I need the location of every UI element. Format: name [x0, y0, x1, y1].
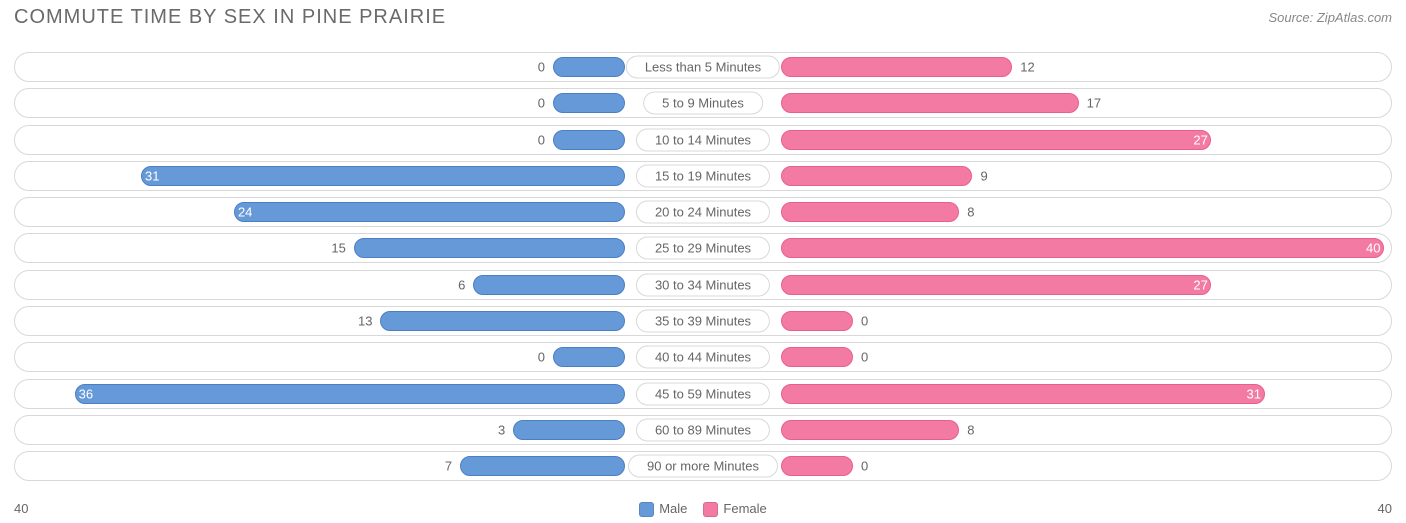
axis-left-max: 40 — [14, 501, 28, 516]
female-bar — [781, 130, 1211, 150]
legend: Male Female — [639, 501, 767, 517]
female-bar — [781, 420, 959, 440]
chart-row: 25 to 29 Minutes 15 40 — [14, 233, 1392, 263]
male-value: 7 — [445, 459, 452, 474]
female-bar — [781, 202, 959, 222]
row-category-label: 10 to 14 Minutes — [636, 128, 770, 151]
row-category-label: Less than 5 Minutes — [626, 56, 780, 79]
chart-row: 20 to 24 Minutes 24 8 — [14, 197, 1392, 227]
male-value: 0 — [538, 132, 545, 147]
female-bar — [781, 166, 972, 186]
legend-item: Male — [639, 501, 687, 517]
male-value: 13 — [358, 314, 372, 329]
chart-row: 45 to 59 Minutes 36 31 — [14, 379, 1392, 409]
female-bar — [781, 57, 1012, 77]
legend-item: Female — [703, 501, 766, 517]
chart-title: COMMUTE TIME BY SEX IN PINE PRAIRIE — [14, 6, 446, 29]
row-category-label: 30 to 34 Minutes — [636, 273, 770, 296]
legend-swatch — [703, 502, 718, 517]
row-category-label: 60 to 89 Minutes — [636, 418, 770, 441]
female-value: 8 — [967, 422, 974, 437]
male-bar — [234, 202, 625, 222]
male-value: 31 — [145, 168, 159, 183]
male-value: 0 — [538, 60, 545, 75]
chart-source: Source: ZipAtlas.com — [1268, 6, 1392, 25]
female-value: 0 — [861, 314, 868, 329]
chart-row: 5 to 9 Minutes 0 17 — [14, 88, 1392, 118]
chart-row: 10 to 14 Minutes 0 27 — [14, 125, 1392, 155]
row-category-label: 20 to 24 Minutes — [636, 201, 770, 224]
row-category-label: 25 to 29 Minutes — [636, 237, 770, 260]
male-bar — [473, 275, 625, 295]
male-bar — [354, 238, 625, 258]
male-bar — [75, 384, 625, 404]
chart-row: 90 or more Minutes 7 0 — [14, 451, 1392, 481]
female-value: 40 — [1366, 241, 1380, 256]
chart-row: 60 to 89 Minutes 3 8 — [14, 415, 1392, 445]
chart-row: 35 to 39 Minutes 13 0 — [14, 306, 1392, 336]
male-bar — [553, 57, 625, 77]
female-value: 8 — [967, 205, 974, 220]
chart-row: Less than 5 Minutes 0 12 — [14, 52, 1392, 82]
axis-right-max: 40 — [1378, 501, 1392, 516]
row-category-label: 45 to 59 Minutes — [636, 382, 770, 405]
male-value: 36 — [79, 386, 93, 401]
chart-header: COMMUTE TIME BY SEX IN PINE PRAIRIE Sour… — [0, 0, 1406, 29]
female-value: 0 — [861, 459, 868, 474]
female-value: 27 — [1193, 132, 1207, 147]
female-bar — [781, 238, 1384, 258]
row-category-label: 40 to 44 Minutes — [636, 346, 770, 369]
legend-swatch — [639, 502, 654, 517]
male-value: 24 — [238, 205, 252, 220]
row-category-label: 90 or more Minutes — [628, 455, 778, 478]
diverging-bar-chart: Less than 5 Minutes 0 12 5 to 9 Minutes 0 17 1… — [14, 52, 1392, 487]
female-bar — [781, 347, 853, 367]
male-bar — [513, 420, 625, 440]
male-bar — [553, 130, 625, 150]
male-bar — [553, 93, 625, 113]
female-bar — [781, 311, 853, 331]
male-value: 6 — [458, 277, 465, 292]
male-bar — [553, 347, 625, 367]
male-bar — [460, 456, 625, 476]
female-value: 9 — [980, 168, 987, 183]
female-bar — [781, 93, 1079, 113]
male-value: 3 — [498, 422, 505, 437]
female-bar — [781, 456, 853, 476]
male-value: 15 — [331, 241, 345, 256]
female-bar — [781, 384, 1265, 404]
female-value: 0 — [861, 350, 868, 365]
chart-row: 30 to 34 Minutes 6 27 — [14, 270, 1392, 300]
row-category-label: 15 to 19 Minutes — [636, 164, 770, 187]
female-value: 31 — [1247, 386, 1261, 401]
chart-row: 15 to 19 Minutes 31 9 — [14, 161, 1392, 191]
male-value: 0 — [538, 96, 545, 111]
row-category-label: 5 to 9 Minutes — [643, 92, 763, 115]
female-value: 17 — [1087, 96, 1101, 111]
male-value: 0 — [538, 350, 545, 365]
female-bar — [781, 275, 1211, 295]
chart-row: 40 to 44 Minutes 0 0 — [14, 342, 1392, 372]
male-bar — [380, 311, 625, 331]
male-bar — [141, 166, 625, 186]
row-category-label: 35 to 39 Minutes — [636, 310, 770, 333]
legend-label: Female — [723, 501, 766, 516]
female-value: 12 — [1020, 60, 1034, 75]
chart-footer: 40 Male Female 40 — [14, 501, 1392, 517]
female-value: 27 — [1193, 277, 1207, 292]
legend-label: Male — [659, 501, 687, 516]
